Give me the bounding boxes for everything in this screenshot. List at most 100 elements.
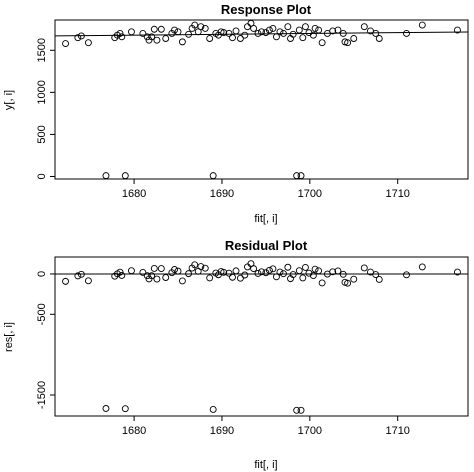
residual-plot-point: [225, 269, 233, 277]
residual-plot-point: [318, 279, 326, 287]
residual-plot-point: [297, 406, 305, 414]
residual-plot-points: [62, 260, 461, 414]
response-plot-point: [318, 39, 326, 47]
residual-plot-point: [350, 275, 358, 283]
response-plot-point: [174, 28, 182, 36]
residual-plot-y-tick-label: 0: [36, 271, 48, 277]
residual-plot-point: [241, 271, 249, 279]
response-plot-point: [284, 23, 292, 31]
residual-plot-point: [360, 264, 368, 272]
response-plot-point: [229, 34, 236, 42]
response-plot-point: [209, 172, 217, 180]
response-plot-point: [375, 35, 383, 42]
residual-plot-point: [334, 267, 342, 275]
response-plot-point: [372, 30, 380, 37]
residual-plot-point: [209, 406, 217, 413]
residual-plot-y-tick-label: -1500: [36, 381, 48, 409]
residual-plot-point: [272, 273, 280, 281]
residual-plot-point: [157, 265, 165, 272]
residual-plot-title: Residual Plot: [225, 238, 308, 253]
residual-plot-point: [153, 275, 161, 283]
response-plot-point: [127, 28, 135, 36]
residual-plot-point: [232, 267, 240, 275]
residual-plot-point: [375, 275, 383, 283]
residual-plot-point: [243, 263, 251, 271]
residual-plot-point: [116, 268, 124, 276]
residual-plot-frame: [54, 256, 469, 417]
response-plot-point: [171, 26, 178, 34]
residual-plot-point: [269, 265, 277, 273]
response-plot-point: [153, 36, 161, 44]
response-plot-point: [329, 27, 337, 35]
residual-plot-point: [174, 267, 182, 275]
residual-plot-point: [311, 265, 319, 273]
response-plot-point: [289, 30, 297, 38]
residual-plot-point: [206, 274, 214, 282]
response-plot-point: [197, 23, 205, 31]
residual-plot-point: [229, 273, 236, 281]
response-plot-point: [350, 35, 358, 42]
response-plot-frame: [54, 19, 469, 180]
residual-plot-point: [372, 271, 380, 279]
response-plot-point: [265, 26, 273, 34]
response-plot-point: [143, 33, 151, 41]
response-plot-point: [276, 28, 284, 36]
response-plot-point: [269, 24, 277, 32]
residual-plot-point: [454, 268, 461, 276]
residual-plot-point: [276, 268, 284, 276]
residual-plot-point: [344, 279, 352, 287]
response-plot-point: [148, 33, 156, 41]
residual-plot-point: [150, 265, 158, 272]
response-plot-point: [311, 24, 319, 32]
response-plot-point: [62, 40, 69, 48]
residual-plot-point: [299, 274, 307, 282]
response-plot-y-axis: 0 500 1000 1500: [36, 38, 55, 180]
residual-plot-point: [289, 271, 297, 279]
response-plot-identity-line: [54, 31, 469, 37]
response-plot-point: [74, 34, 82, 42]
response-plot-point: [157, 25, 165, 33]
residual-plot-point: [62, 277, 69, 285]
residual-plot-point: [84, 277, 92, 285]
response-plot-point: [150, 25, 158, 33]
response-plot-point: [116, 30, 124, 37]
residual-plot-point: [121, 405, 129, 413]
residual-plot-point: [315, 267, 323, 275]
response-plot-point: [185, 30, 193, 38]
residual-plot-point: [293, 406, 301, 414]
residual-plot-ylabel: res[, i]: [3, 322, 15, 352]
residual-plot-point: [254, 270, 262, 277]
residual-plot-point: [74, 272, 82, 280]
residual-plot-point: [77, 270, 85, 278]
response-plot-point: [403, 30, 410, 37]
response-plot-title: Response Plot: [221, 2, 312, 17]
response-plot-point: [121, 172, 129, 180]
response-plot-point: [339, 30, 347, 37]
response-plot-point: [258, 28, 265, 36]
response-plot-point: [191, 21, 199, 29]
residual-plot-x-tick-label: 1690: [210, 425, 234, 437]
response-plot-point: [295, 26, 303, 34]
response-plot-point: [309, 31, 317, 39]
residual-plot-xlabel: fit[, i]: [254, 459, 277, 471]
residual-plot-point: [201, 264, 209, 272]
response-plot-y-tick-label: 1000: [36, 80, 48, 104]
response-plot-point: [293, 172, 301, 180]
response-plot-point: [360, 23, 368, 31]
response-plot-point: [280, 30, 287, 37]
residual-plot-point: [280, 270, 287, 278]
response-plot-y-tick-label: 1500: [36, 38, 48, 62]
residual-plot-point: [284, 263, 292, 271]
residual-plot-point: [197, 263, 205, 270]
response-plot-point: [241, 31, 249, 39]
response-plot-point: [77, 32, 85, 40]
response-plot-point: [344, 39, 352, 47]
response-plot-point: [232, 27, 240, 35]
residual-plot-x-tick-label: 1680: [122, 425, 146, 437]
response-plot-x-tick-label: 1700: [298, 188, 322, 200]
response-plot-point: [139, 30, 147, 37]
response-plot-point: [250, 24, 258, 32]
response-plot-point: [162, 35, 170, 42]
response-plot-point: [418, 21, 426, 29]
residual-plot-y-tick-label: -500: [36, 303, 48, 325]
